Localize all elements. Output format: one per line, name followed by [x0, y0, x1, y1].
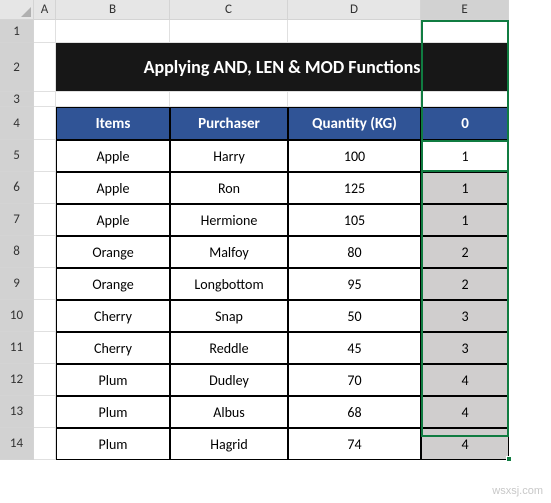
- fill-handle[interactable]: [506, 456, 512, 462]
- cell-a10[interactable]: [34, 300, 56, 332]
- cell-quantity[interactable]: 70: [288, 364, 421, 396]
- cell-quantity[interactable]: 100: [288, 140, 421, 172]
- cell-a2[interactable]: [34, 43, 56, 92]
- row-header-10[interactable]: 10: [0, 300, 34, 332]
- cell-c3[interactable]: [170, 92, 288, 107]
- cell-items[interactable]: Apple: [56, 140, 170, 172]
- cell-a9[interactable]: [34, 268, 56, 300]
- row-header-5[interactable]: 5: [0, 140, 34, 172]
- cell-purchaser[interactable]: Dudley: [170, 364, 288, 396]
- row-header-9[interactable]: 9: [0, 268, 34, 300]
- cell-a5[interactable]: [34, 140, 56, 172]
- cell-purchaser[interactable]: Reddle: [170, 332, 288, 364]
- cell-items[interactable]: Orange: [56, 236, 170, 268]
- cell-e[interactable]: 4: [421, 428, 509, 460]
- col-header-e[interactable]: E: [421, 0, 509, 20]
- header-e[interactable]: 0: [421, 107, 509, 140]
- cell-a6[interactable]: [34, 172, 56, 204]
- row-header-7[interactable]: 7: [0, 204, 34, 236]
- row-header-11[interactable]: 11: [0, 332, 34, 364]
- row-header-6[interactable]: 6: [0, 172, 34, 204]
- cell-a1[interactable]: [34, 20, 56, 43]
- row-header-13[interactable]: 13: [0, 396, 34, 428]
- active-cell[interactable]: 1: [421, 140, 509, 172]
- cell-e[interactable]: 1: [421, 204, 509, 236]
- cell-a12[interactable]: [34, 364, 56, 396]
- row-header-1[interactable]: 1: [0, 20, 34, 43]
- row-header-12[interactable]: 12: [0, 364, 34, 396]
- row-header-14[interactable]: 14: [0, 428, 34, 460]
- cell-purchaser[interactable]: Malfoy: [170, 236, 288, 268]
- cell-purchaser[interactable]: Hagrid: [170, 428, 288, 460]
- watermark: wsxsj.com: [492, 485, 543, 497]
- cell-d3[interactable]: [288, 92, 421, 107]
- cell-quantity[interactable]: 68: [288, 396, 421, 428]
- cell-a14[interactable]: [34, 428, 56, 460]
- cell-items[interactable]: Orange: [56, 268, 170, 300]
- cell-a7[interactable]: [34, 204, 56, 236]
- col-header-b[interactable]: B: [56, 0, 170, 20]
- cell-e[interactable]: 3: [421, 300, 509, 332]
- cell-e[interactable]: 2: [421, 236, 509, 268]
- cell-purchaser[interactable]: Snap: [170, 300, 288, 332]
- select-all-corner[interactable]: [0, 0, 34, 20]
- row-header-4[interactable]: 4: [0, 107, 34, 140]
- header-purchaser[interactable]: Purchaser: [170, 107, 288, 140]
- cell-items[interactable]: Apple: [56, 204, 170, 236]
- col-header-a[interactable]: A: [34, 0, 56, 20]
- cell-c1[interactable]: [170, 20, 288, 43]
- cell-items[interactable]: Apple: [56, 172, 170, 204]
- cell-purchaser[interactable]: Ron: [170, 172, 288, 204]
- cell-items[interactable]: Plum: [56, 396, 170, 428]
- cell-quantity[interactable]: 50: [288, 300, 421, 332]
- cell-e3[interactable]: [421, 92, 509, 107]
- cell-e1[interactable]: [421, 20, 509, 43]
- title-cell[interactable]: Applying AND, LEN & MOD Functions: [56, 43, 509, 92]
- cell-b1[interactable]: [56, 20, 170, 43]
- row-header-2[interactable]: 2: [0, 43, 34, 92]
- row-header-8[interactable]: 8: [0, 236, 34, 268]
- cell-purchaser[interactable]: Harry: [170, 140, 288, 172]
- cell-a4[interactable]: [34, 107, 56, 140]
- cell-purchaser[interactable]: Longbottom: [170, 268, 288, 300]
- cell-b3[interactable]: [56, 92, 170, 107]
- row-header-3[interactable]: 3: [0, 92, 34, 107]
- cell-items[interactable]: Plum: [56, 428, 170, 460]
- header-items[interactable]: Items: [56, 107, 170, 140]
- cell-e[interactable]: 1: [421, 172, 509, 204]
- spreadsheet-grid: A B C D E 1 2 Applying AND, LEN & MOD Fu…: [0, 0, 551, 460]
- cell-e[interactable]: 2: [421, 268, 509, 300]
- col-header-d[interactable]: D: [288, 0, 421, 20]
- cell-a11[interactable]: [34, 332, 56, 364]
- cell-e[interactable]: 3: [421, 332, 509, 364]
- cell-quantity[interactable]: 45: [288, 332, 421, 364]
- cell-a8[interactable]: [34, 236, 56, 268]
- cell-quantity[interactable]: 105: [288, 204, 421, 236]
- cell-a13[interactable]: [34, 396, 56, 428]
- cell-a3[interactable]: [34, 92, 56, 107]
- cell-items[interactable]: Plum: [56, 364, 170, 396]
- cell-d1[interactable]: [288, 20, 421, 43]
- header-quantity[interactable]: Quantity (KG): [288, 107, 421, 140]
- cell-quantity[interactable]: 80: [288, 236, 421, 268]
- cell-purchaser[interactable]: Albus: [170, 396, 288, 428]
- cell-purchaser[interactable]: Hermione: [170, 204, 288, 236]
- cell-e[interactable]: 4: [421, 396, 509, 428]
- cell-quantity[interactable]: 74: [288, 428, 421, 460]
- cell-e[interactable]: 4: [421, 364, 509, 396]
- cell-items[interactable]: Cherry: [56, 300, 170, 332]
- cell-items[interactable]: Cherry: [56, 332, 170, 364]
- col-header-c[interactable]: C: [170, 0, 288, 20]
- cell-quantity[interactable]: 125: [288, 172, 421, 204]
- cell-quantity[interactable]: 95: [288, 268, 421, 300]
